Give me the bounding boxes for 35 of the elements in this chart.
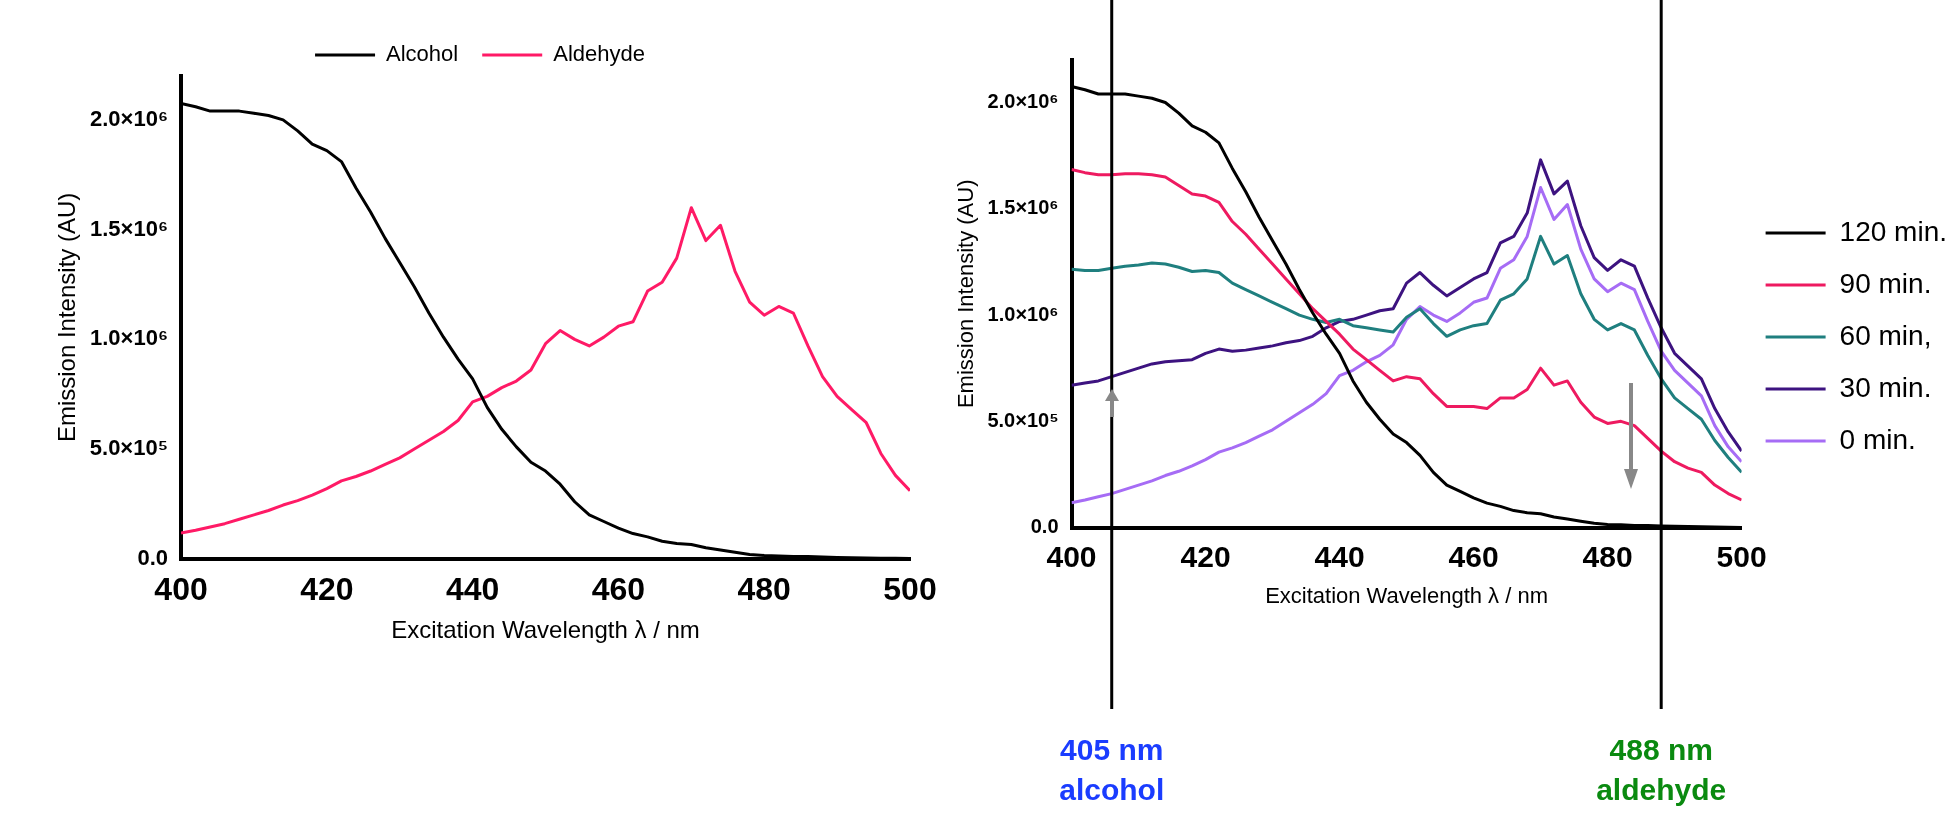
- legend-label: 60 min,: [1839, 319, 1932, 351]
- y-tick-label: 2.0×10⁶: [987, 90, 1059, 113]
- y-tick-label: 1.0×10⁶: [90, 325, 169, 351]
- x-axis-title: Excitation Wavelength λ / nm: [1265, 582, 1548, 608]
- legend-label: 90 min.: [1839, 267, 1932, 299]
- x-tick-label: 460: [1448, 539, 1499, 573]
- x-tick-label: 500: [1716, 539, 1767, 573]
- y-tick-label: 5.0×10⁵: [89, 435, 169, 461]
- y-tick-label: 2.0×10⁶: [90, 105, 169, 131]
- legend-label: Aldehyde: [553, 41, 645, 67]
- y-tick-label: 5.0×10⁵: [987, 408, 1059, 431]
- x-tick-label: 400: [1046, 539, 1097, 573]
- x-tick-label: 440: [445, 570, 500, 607]
- ref-line-label: 488 nm aldehyde: [1596, 733, 1727, 807]
- y-tick-label: 0.0: [1030, 515, 1059, 538]
- ref-line-label: 405 nm alcohol: [1059, 733, 1165, 807]
- y-tick-label: 1.0×10⁶: [987, 302, 1059, 325]
- x-tick-label: 480: [1582, 539, 1633, 573]
- x-tick-label: 400: [154, 570, 208, 607]
- y-tick-label: 1.5×10⁶: [987, 196, 1059, 219]
- x-tick-label: 480: [737, 570, 791, 607]
- y-tick-label: 1.5×10⁶: [90, 215, 169, 241]
- x-tick-label: 500: [883, 570, 937, 607]
- y-axis-title: Emission Intensity (AU): [953, 179, 979, 409]
- x-tick-label: 420: [1180, 539, 1231, 573]
- x-axis-title: Excitation Wavelength λ / nm: [391, 616, 700, 644]
- legend-label: 30 min.: [1839, 371, 1932, 403]
- x-tick-label: 440: [1314, 539, 1365, 573]
- y-axis-title: Emission Intensity (AU): [53, 192, 81, 443]
- legend-label: 120 min.: [1839, 215, 1948, 247]
- legend-label: 0 min.: [1839, 423, 1916, 455]
- legend-label: Alcohol: [386, 41, 459, 67]
- y-tick-label: 0.0: [137, 544, 169, 570]
- x-tick-label: 460: [591, 570, 646, 607]
- x-tick-label: 420: [300, 570, 354, 607]
